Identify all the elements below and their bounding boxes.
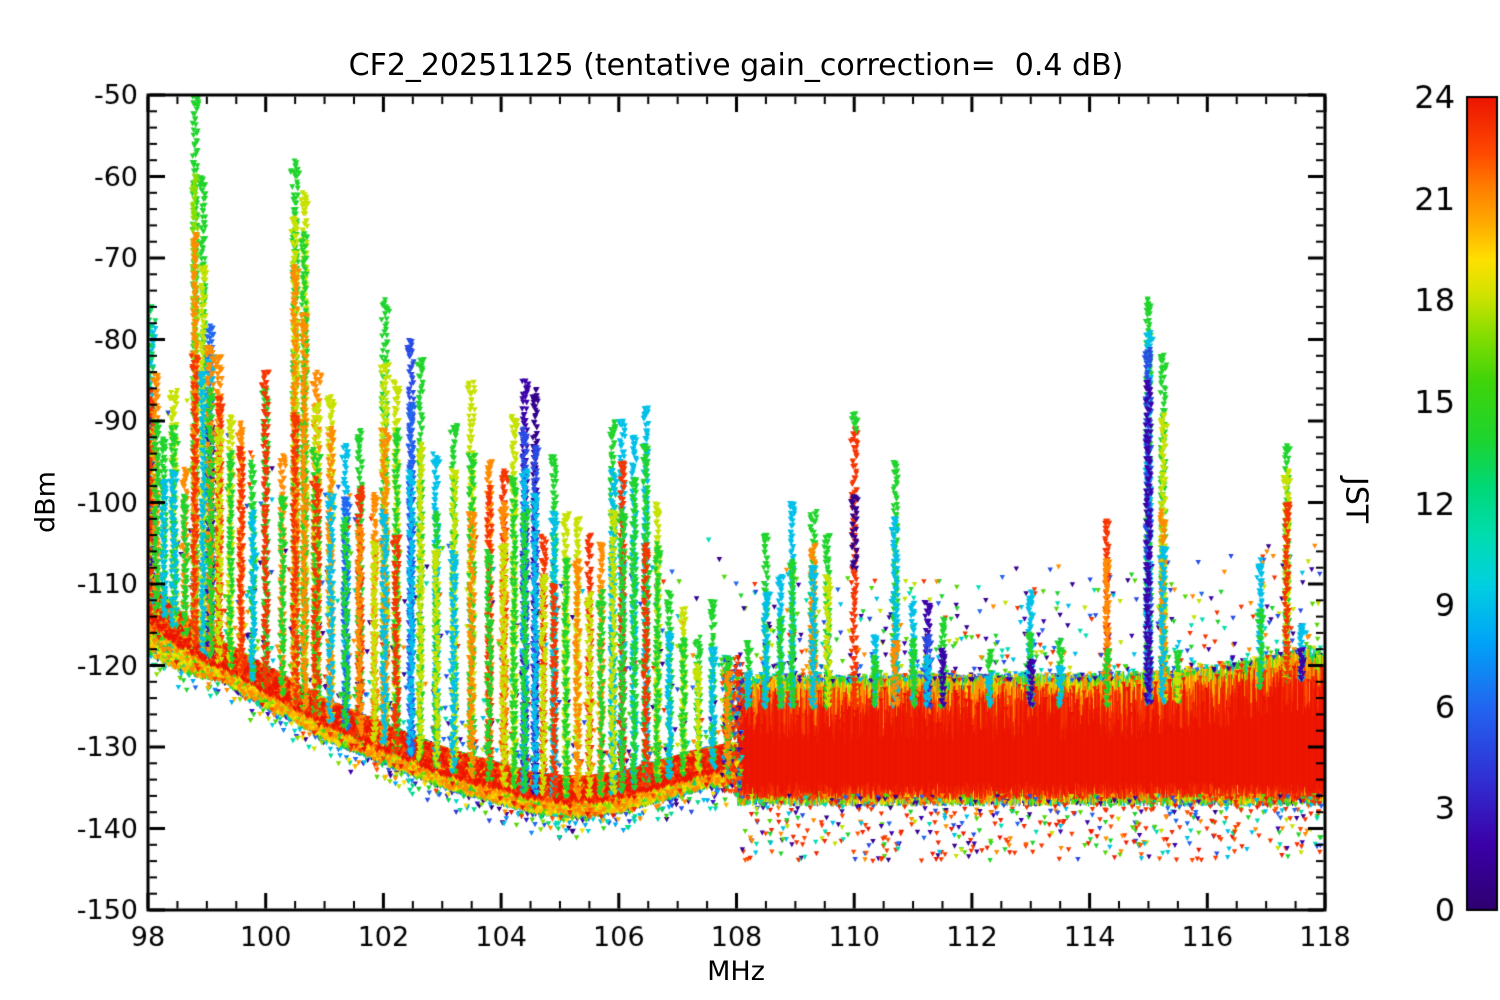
chart-title: CF2_20251125 (tentative gain_correction=…	[348, 48, 1124, 83]
colorbar-label: JST	[1338, 476, 1374, 524]
x-axis-label: MHz	[707, 956, 765, 987]
y-axis-label: dBm	[30, 471, 62, 533]
